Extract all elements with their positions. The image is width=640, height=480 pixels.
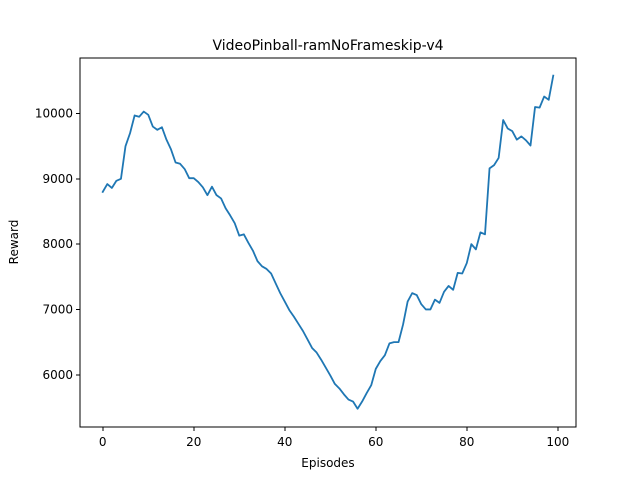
plot-area	[79, 57, 577, 428]
y-tick-label: 9000	[42, 172, 73, 186]
x-tick-label: 80	[459, 435, 474, 449]
y-axis-label: Reward	[7, 220, 21, 265]
series-line	[101, 74, 555, 410]
y-tick-label: 6000	[42, 368, 73, 382]
y-axis: 6000 7000 8000 9000 10000	[35, 107, 80, 382]
x-axis: 0 20 40 60 80 100	[99, 427, 569, 449]
x-tick-label: 40	[277, 435, 292, 449]
y-tick-label: 7000	[42, 302, 73, 316]
x-tick-label: 20	[186, 435, 201, 449]
x-axis-label: Episodes	[301, 456, 354, 470]
axes-frame	[79, 57, 577, 428]
y-tick-label: 8000	[42, 237, 73, 251]
x-tick-label: 100	[546, 435, 569, 449]
x-tick-label: 0	[99, 435, 107, 449]
x-tick-label: 60	[368, 435, 383, 449]
chart-title: VideoPinball-ramNoFrameskip-v4	[212, 38, 443, 54]
y-tick-label: 10000	[35, 107, 73, 121]
